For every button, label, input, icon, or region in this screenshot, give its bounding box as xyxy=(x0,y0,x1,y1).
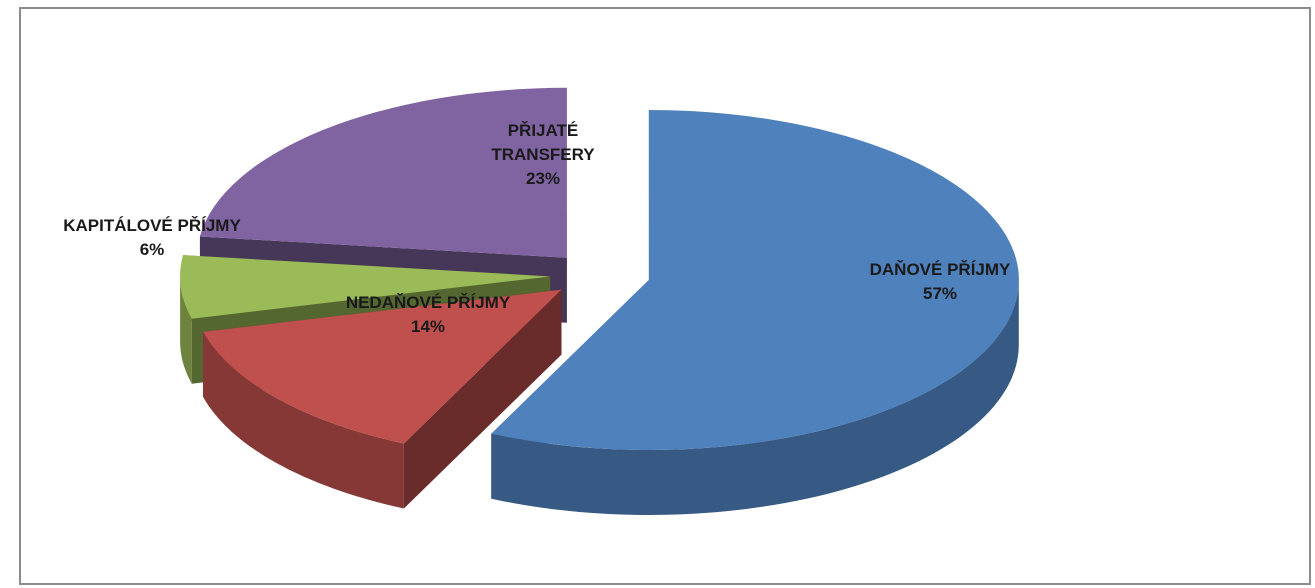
slice xyxy=(491,109,1019,515)
slice-top xyxy=(203,289,562,444)
data-label: PŘIJATÉ TRANSFERY 23% xyxy=(473,119,613,191)
slice xyxy=(203,289,562,509)
label-name: NEDAŇOVÉ PŘÍJMY xyxy=(345,293,511,312)
slice-wall xyxy=(491,280,1019,515)
slice-wall xyxy=(203,331,404,509)
data-label: DAŇOVÉ PŘÍJMY 57% xyxy=(810,258,1070,306)
data-label: NEDAŇOVÉ PŘÍJMY 14% xyxy=(298,291,558,339)
label-value: 57% xyxy=(922,284,958,303)
label-value: 6% xyxy=(139,240,165,259)
label-name: DAŇOVÉ PŘÍJMY xyxy=(869,260,1011,279)
label-name: KAPITÁLOVÉ PŘÍJMY xyxy=(63,216,241,235)
slice-wall xyxy=(180,276,192,384)
label-value: 14% xyxy=(410,317,446,336)
slice-top xyxy=(199,87,567,258)
label-name: PŘIJATÉ TRANSFERY xyxy=(491,121,595,164)
label-value: 23% xyxy=(525,169,561,188)
data-label: KAPITÁLOVÉ PŘÍJMY 6% xyxy=(22,214,282,262)
slice-top xyxy=(180,255,551,319)
slice-top xyxy=(491,109,1019,450)
